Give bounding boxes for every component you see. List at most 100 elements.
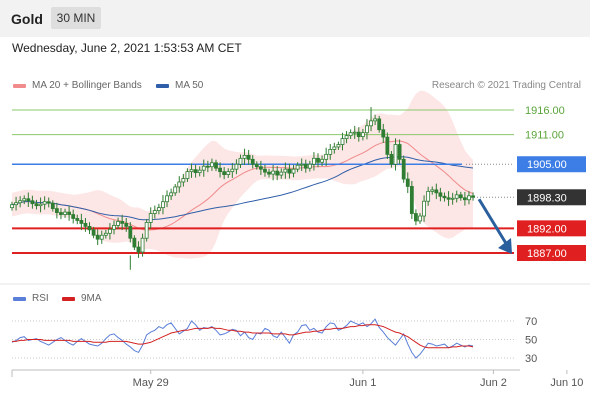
candle-body [75,218,80,221]
candle-body [426,190,431,202]
candle-body [365,125,369,134]
candle-body [144,222,149,239]
candle-body [438,192,443,197]
candle-body [283,168,288,173]
candle-body [87,225,92,231]
candle-body [218,167,222,173]
candle-body [385,136,390,155]
candle-body [393,144,398,165]
current-price-tag [517,189,586,206]
candle-body [67,211,72,215]
candle-body [373,118,378,122]
candle-body [181,178,186,183]
candle-body [348,132,353,137]
candle-body [95,234,100,240]
candle-body [409,186,414,214]
candle-body [467,195,471,201]
candle-body [352,131,357,134]
candle-body [120,221,125,224]
candle-body [340,138,345,145]
candle-body [165,195,169,203]
candle-body [271,170,276,175]
rsi-ma-line [12,324,474,349]
candle-body [246,154,251,160]
level-label-4: 1892.00 [527,223,567,235]
candle-body [307,163,312,169]
rsi-tick-label: 50 [525,335,537,347]
support-price-tag [517,245,586,261]
candle-body [242,154,247,159]
support-price-tag [517,220,586,237]
legend-ma20-bollinger: MA 20 + Bollinger Bands [13,80,142,91]
candle-body [156,207,161,211]
candle-body [226,171,231,175]
candle-body [279,171,284,176]
level-label-5: 1887.00 [527,248,567,260]
candle-body [14,202,18,206]
candle-body [103,232,108,236]
forecast-arrow-head-icon [498,238,512,254]
x-tick-label: Jun 1 [349,377,376,389]
candle-body [132,237,137,248]
candle-body [336,144,341,148]
candle-body [50,202,55,210]
candle-body [30,200,35,205]
candle-body [369,120,373,127]
level-label-1: 1911.00 [525,130,564,142]
candle-body [189,169,194,173]
rsi-line [11,318,474,359]
candle-body [312,157,316,165]
ma20-swatch-icon [13,83,26,88]
chart-datetime: Wednesday, June 2, 2021 1:53:53 AM CET [12,41,242,55]
candle-body [18,200,23,204]
candles-group [10,114,475,258]
timeframe-badge[interactable]: 30 MIN [51,7,101,29]
candle-body [79,220,84,224]
candle-body [177,181,182,188]
candle-body [295,164,300,170]
candle-body [173,186,178,194]
credit-text: Research © 2021 Trading Central [431,80,581,91]
candle-body [136,246,141,253]
candle-body [258,166,263,170]
candle-body [83,223,88,227]
candle-body [414,213,418,222]
candle-body [205,165,210,168]
candle-body [299,163,304,166]
candle-body [291,168,296,174]
candle-body [116,221,120,226]
rsi-tick-label: 70 [525,316,537,328]
pivot-price-tag [517,156,586,173]
candle-body [197,169,202,174]
candle-body [389,153,394,165]
candle-body [442,195,447,199]
legend-rsi-ma: 9MA [62,293,102,304]
candle-body [238,157,243,165]
widget-header: Gold 30 MIN [0,0,590,37]
candle-body [430,189,435,192]
candle-body [381,129,386,138]
candle-body [287,168,292,174]
candle-body [230,168,235,173]
candle-body [128,225,133,239]
x-tick-label: Jun 2 [480,377,507,389]
candle-body [344,135,349,139]
legend-label: MA 20 + Bollinger Bands [32,80,142,91]
instrument-title: Gold [11,11,43,27]
candle-body [250,158,255,165]
legend-label: 9MA [81,293,102,304]
candle-body [356,131,361,138]
candle-body [210,162,214,168]
level-label-2: 1905.00 [527,159,567,171]
candle-body [454,194,459,199]
candle-body [401,158,406,180]
candle-body [201,165,206,171]
candle-body [263,168,267,173]
level-label-0: 1916.00 [525,105,565,117]
x-tick-label: Jun 10 [550,377,583,389]
candle-body [275,170,280,176]
candle-body [22,198,27,202]
candle-body [328,149,333,155]
candle-body [46,201,51,204]
